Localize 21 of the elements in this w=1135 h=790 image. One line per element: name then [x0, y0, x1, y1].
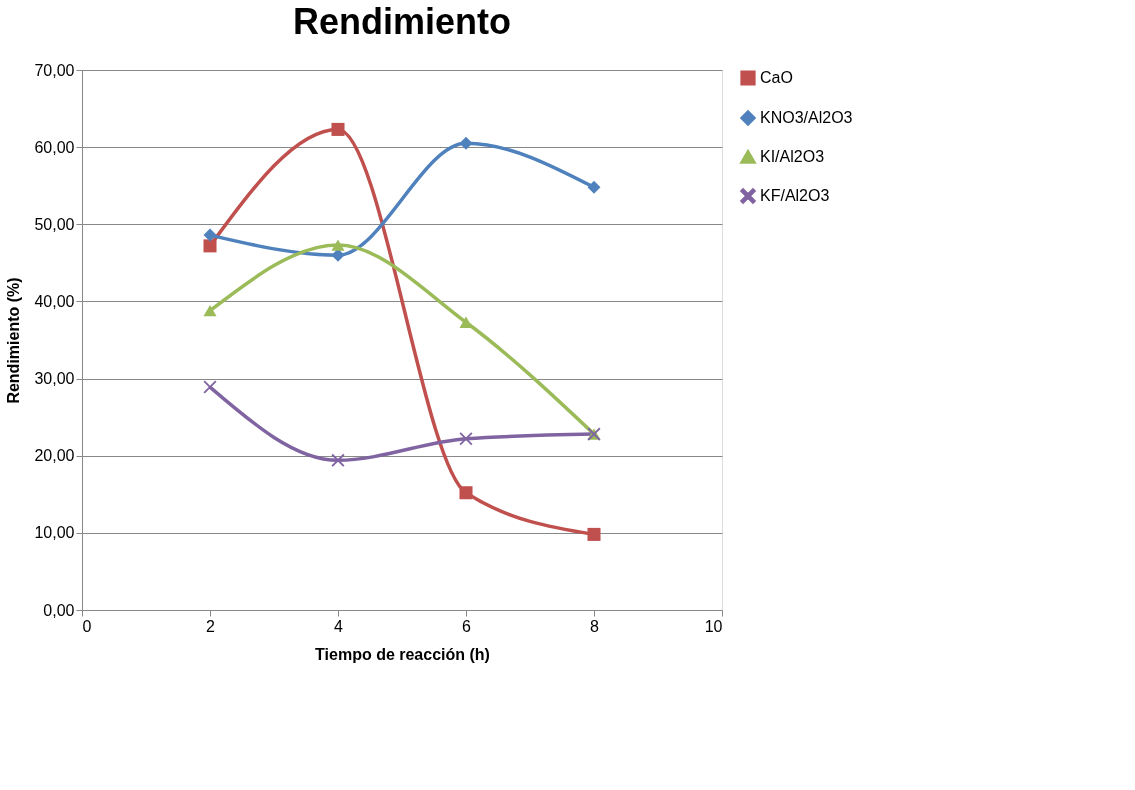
x-tick-label: 2: [206, 617, 216, 635]
y-tick-label: 20,00: [34, 447, 75, 465]
y-tick-label: 60,00: [34, 138, 75, 156]
y-tick-label: 0,00: [43, 601, 75, 619]
y-tick-label: 10,00: [34, 524, 75, 542]
x-tick-label: 6: [462, 617, 472, 635]
legend-label: KNO3/Al2O3: [760, 109, 853, 126]
legend-label: KI/Al2O3: [760, 148, 825, 165]
x-tick-label: 8: [590, 617, 600, 635]
y-axis-title: Rendimiento (%): [5, 277, 23, 404]
legend-label: KF/Al2O3: [760, 187, 830, 204]
x-tick-label: 4: [334, 617, 344, 635]
y-tick-label: 30,00: [34, 370, 75, 388]
x-tick-label: 0: [82, 617, 92, 635]
x-axis-title: Tiempo de reacción (h): [315, 645, 490, 663]
y-tick-label: 50,00: [34, 215, 75, 233]
chart-title: Rendimiento: [292, 1, 512, 42]
legend-label: CaO: [760, 69, 793, 86]
y-tick-label: 40,00: [34, 292, 75, 310]
y-tick-label: 70,00: [34, 61, 75, 79]
x-tick-label: 10: [704, 617, 723, 635]
